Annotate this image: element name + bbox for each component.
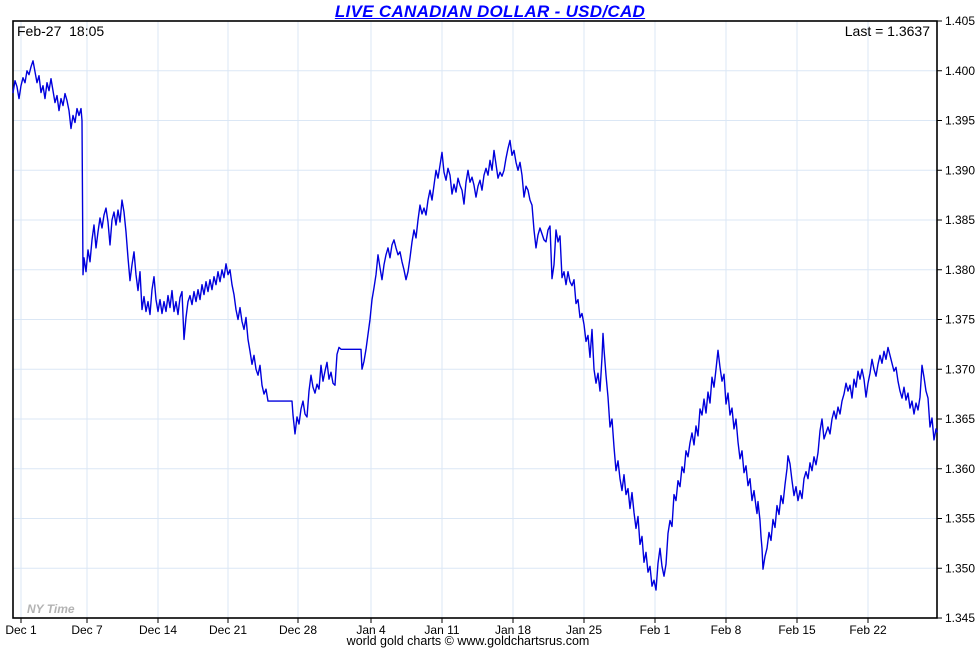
y-tick-label: 1.350 — [945, 561, 975, 575]
y-tick-label: 1.365 — [945, 412, 975, 426]
y-tick-label: 1.370 — [945, 362, 975, 376]
quote-timestamp: Feb-27 18:05 — [17, 23, 105, 39]
y-axis-right: 1.345 1.350 1.355 1.360 1.365 1.370 1.375 1.380… — [937, 14, 975, 625]
x-tick-label: Dec 21 — [209, 623, 247, 637]
gridlines — [13, 21, 937, 618]
x-tick-label: Feb 1 — [640, 623, 671, 637]
y-tick-label: 1.400 — [945, 64, 975, 78]
x-tick-label: Jan 11 — [424, 623, 459, 637]
x-tick-label: Jan 4 — [356, 623, 386, 637]
y-tick-label: 1.345 — [945, 611, 975, 625]
y-tick-label: 1.355 — [945, 512, 975, 526]
x-tick-label: Jan 25 — [566, 623, 602, 637]
x-tick-label: Dec 14 — [139, 623, 177, 637]
timezone-watermark: NY Time — [27, 602, 75, 616]
y-tick-label: 1.375 — [945, 313, 975, 327]
y-tick-label: 1.395 — [945, 114, 975, 128]
copyright-footer: world gold charts © www.goldchartsrus.co… — [346, 634, 590, 648]
y-tick-label: 1.380 — [945, 263, 975, 277]
x-tick-label: Dec 1 — [5, 623, 37, 637]
page-title: LIVE CANADIAN DOLLAR - USD/CAD — [334, 2, 646, 21]
y-tick-label: 1.385 — [945, 213, 975, 227]
usdcad-price-line — [12, 60, 938, 591]
x-tick-label: Feb 22 — [849, 623, 887, 637]
x-tick-label: Dec 7 — [71, 623, 103, 637]
x-tick-label: Dec 28 — [279, 623, 317, 637]
x-axis-bottom: Dec 1 Dec 7 Dec 14 Dec 21 Dec 28 Jan 4 Jan 11 J… — [5, 618, 887, 637]
x-tick-label: Feb 8 — [711, 623, 742, 637]
x-tick-label: Feb 15 — [778, 623, 816, 637]
y-tick-label: 1.360 — [945, 462, 975, 476]
last-price-label: Last = 1.3637 — [844, 23, 930, 39]
y-tick-label: 1.390 — [945, 163, 975, 177]
y-tick-label: 1.405 — [945, 14, 975, 28]
x-tick-label: Jan 18 — [495, 623, 531, 637]
